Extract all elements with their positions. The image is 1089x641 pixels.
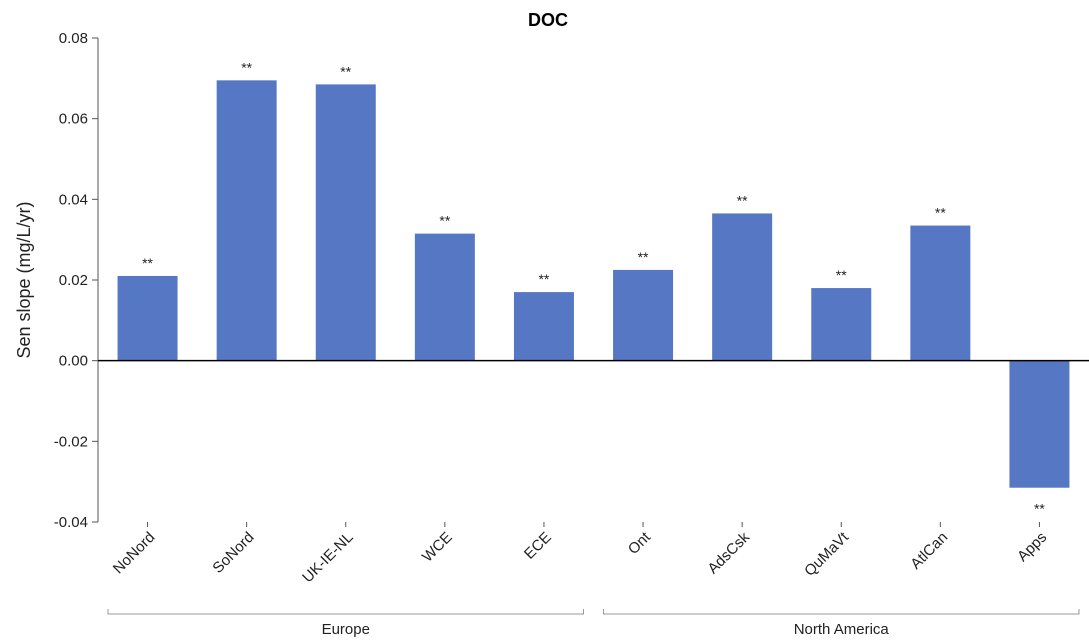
y-tick-label: 0.06 [59,111,88,128]
plot-area: 0.08 0.06 0.04 0.02 0.00 -0.02 -0.04 ** ** ** ** **… [54,30,1089,638]
significance-label: ** [439,213,450,229]
significance-label: ** [638,249,649,265]
category-label: UK-IE-NL [299,529,356,586]
y-tick-label: -0.04 [54,514,88,531]
bar-qumavt [811,288,872,361]
bar-ont [613,269,674,361]
y-tick-label: 0.00 [59,353,88,370]
significance-label: ** [538,271,549,287]
y-tick-label: 0.08 [59,30,88,47]
group-bracket [603,609,1080,615]
significance-label: ** [1034,501,1045,517]
category-label: WCE [419,529,456,566]
category-label: SoNord [209,529,257,577]
bar-nonord [117,275,178,361]
significance-label: ** [935,205,946,221]
category-label: AdsCsk [704,528,753,577]
category-label: Apps [1014,529,1050,565]
bar-ece [513,292,574,361]
y-tick-label: -0.02 [54,433,88,450]
bar-sonord [216,80,277,361]
category-label: NoNord [110,529,159,578]
significance-label: ** [737,192,748,208]
y-axis-title: Sen slope (mg/L/yr) [14,201,34,358]
bar-adscsk [712,213,773,361]
bar-wce [414,233,475,361]
group-label-north-america: North America [794,621,890,638]
bar-atlcan [910,225,971,361]
category-label: AtlCan [907,529,951,573]
significance-label: ** [836,267,847,283]
category-label: QuMaVt [801,528,853,580]
y-tick-label: 0.02 [59,272,88,289]
chart-title: DOC [528,10,568,30]
category-label: Ont [625,528,655,558]
significance-label: ** [241,59,252,75]
group-label-europe: Europe [322,621,370,638]
bar-apps [1009,360,1070,488]
y-tick-label: 0.04 [59,191,88,208]
significance-label: ** [142,255,153,271]
bar-uk-ie-nl [315,84,376,361]
category-label: ECE [521,529,555,563]
significance-label: ** [340,63,351,79]
group-bracket [107,609,584,615]
